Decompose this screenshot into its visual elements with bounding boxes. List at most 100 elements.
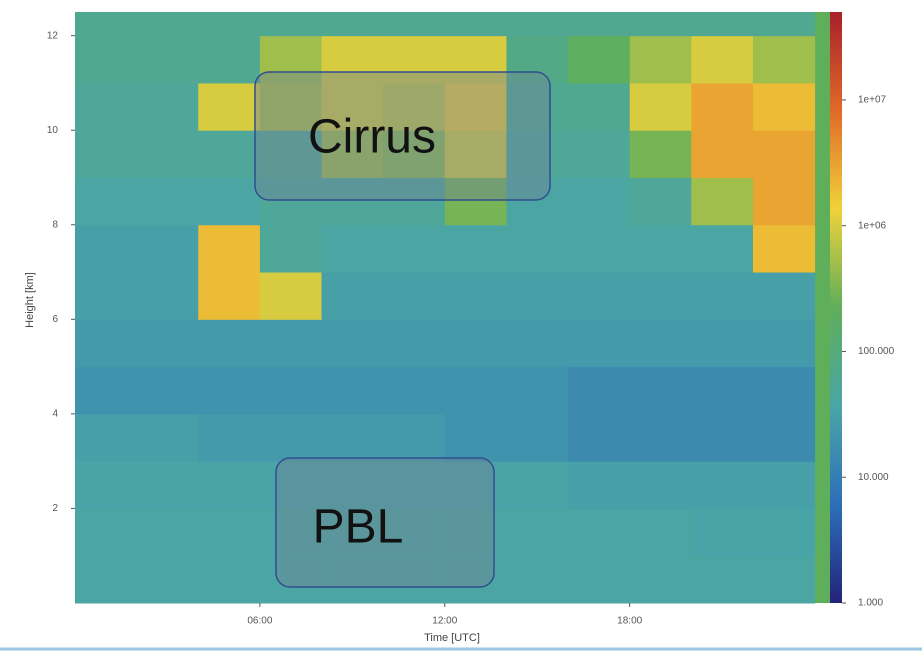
cell xyxy=(136,130,199,178)
cell xyxy=(136,35,199,84)
cell xyxy=(383,82,446,131)
cell xyxy=(444,82,507,131)
cell xyxy=(198,319,261,368)
cell xyxy=(568,366,631,415)
colorbar xyxy=(830,12,842,603)
cell xyxy=(629,130,692,178)
cell xyxy=(506,224,569,273)
x-tick-label: 12:00 xyxy=(432,616,457,627)
cell xyxy=(691,272,754,320)
cell xyxy=(752,319,816,368)
cell xyxy=(136,508,199,557)
cell xyxy=(198,35,261,84)
cell xyxy=(629,366,692,415)
cell xyxy=(321,272,384,320)
cell xyxy=(568,461,631,509)
cell xyxy=(691,82,754,131)
cell xyxy=(444,130,507,178)
cell xyxy=(752,461,816,509)
cell xyxy=(198,555,261,604)
cell xyxy=(568,319,631,368)
cell xyxy=(198,177,261,226)
cell xyxy=(444,555,507,604)
y-tick-label: 6 xyxy=(52,314,58,325)
cell xyxy=(198,508,261,557)
cell xyxy=(136,461,199,509)
cell xyxy=(321,35,384,84)
cell xyxy=(752,130,816,178)
cell xyxy=(568,82,631,131)
cell xyxy=(629,272,692,320)
cell xyxy=(568,413,631,462)
cell xyxy=(629,555,692,604)
cell xyxy=(75,366,138,415)
cell xyxy=(383,177,446,226)
cell xyxy=(629,413,692,462)
cell xyxy=(75,555,138,604)
cell xyxy=(198,12,261,37)
cell xyxy=(75,461,138,509)
heatmap xyxy=(75,12,816,604)
cell xyxy=(506,12,569,37)
y-tick-label: 12 xyxy=(47,30,59,41)
cell xyxy=(321,224,384,273)
cell xyxy=(568,508,631,557)
y-tick-label: 2 xyxy=(52,503,58,514)
cell xyxy=(506,319,569,368)
cell xyxy=(321,366,384,415)
cell xyxy=(506,366,569,415)
cell xyxy=(506,82,569,131)
colorbar-tick-label: 1e+07 xyxy=(858,95,887,106)
cell xyxy=(259,82,323,131)
cell xyxy=(444,319,507,368)
cell xyxy=(198,130,261,178)
cell xyxy=(752,272,816,320)
cell xyxy=(383,461,446,509)
annotation-box xyxy=(254,71,551,201)
cell xyxy=(75,35,138,84)
cell xyxy=(629,319,692,368)
cell xyxy=(752,177,816,226)
cell xyxy=(259,12,323,37)
cell xyxy=(75,82,138,131)
cell xyxy=(444,461,507,509)
cell xyxy=(259,508,323,557)
cell xyxy=(259,35,323,84)
cell xyxy=(568,35,631,84)
cell xyxy=(691,413,754,462)
cell xyxy=(444,177,507,226)
cell xyxy=(321,12,384,37)
cell xyxy=(198,366,261,415)
cell xyxy=(568,272,631,320)
cell xyxy=(691,35,754,84)
cell xyxy=(136,366,199,415)
cell xyxy=(629,35,692,84)
cell xyxy=(444,12,507,37)
cell xyxy=(75,224,138,273)
cell xyxy=(259,177,323,226)
cell xyxy=(752,12,816,37)
cell xyxy=(383,130,446,178)
cell xyxy=(629,224,692,273)
cell xyxy=(383,555,446,604)
cell xyxy=(198,461,261,509)
cell xyxy=(321,413,384,462)
cell xyxy=(321,555,384,604)
cell xyxy=(691,508,754,557)
cell xyxy=(752,35,816,84)
cell xyxy=(691,12,754,37)
cell xyxy=(259,319,323,368)
colorbar-tick-label: 1.000 xyxy=(858,598,883,609)
cell xyxy=(136,413,199,462)
cell xyxy=(568,12,631,37)
cell xyxy=(321,508,384,557)
cell xyxy=(629,82,692,131)
cell xyxy=(444,224,507,273)
cell xyxy=(383,366,446,415)
cell xyxy=(568,130,631,178)
cell xyxy=(321,177,384,226)
cell xyxy=(75,130,138,178)
cell xyxy=(691,366,754,415)
